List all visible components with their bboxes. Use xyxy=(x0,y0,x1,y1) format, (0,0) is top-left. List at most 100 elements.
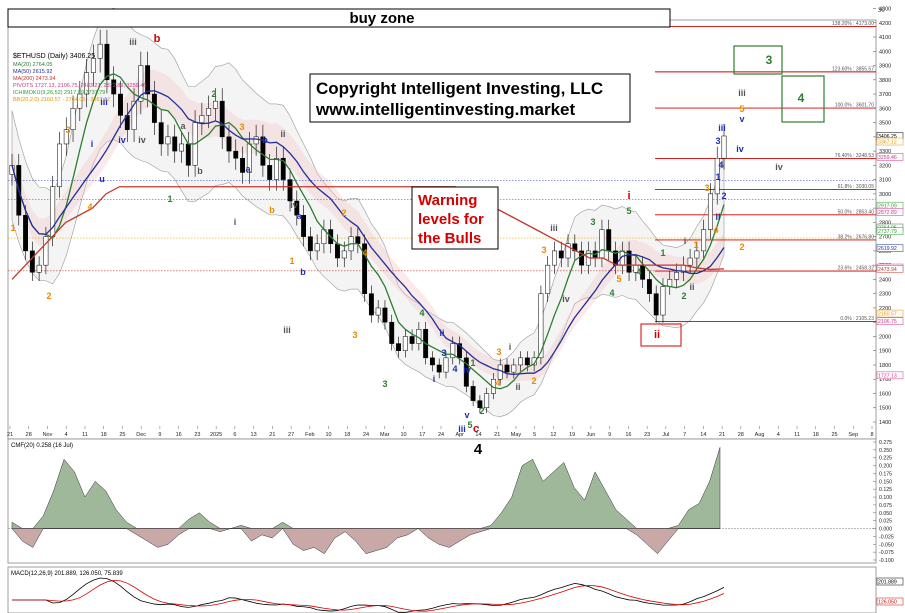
x-tick-label: 9 xyxy=(608,432,611,438)
y-tick-label: 3200 xyxy=(879,163,891,169)
candle-body xyxy=(138,65,144,102)
value-tag-box xyxy=(876,244,904,252)
wave-label: i xyxy=(627,190,630,202)
x-tick-label: 18 xyxy=(344,432,350,438)
major-wave-4-label: 4 xyxy=(474,441,483,458)
wave-label: a xyxy=(296,211,302,221)
candle-body xyxy=(57,143,62,187)
candle-body xyxy=(470,386,476,401)
x-tick-label: Jul xyxy=(662,432,669,438)
x-tick-label: 14 xyxy=(475,432,481,438)
wave-label: 5 xyxy=(626,206,631,216)
candle-body xyxy=(531,357,537,366)
candle-body xyxy=(558,250,564,259)
value-tag-box xyxy=(876,309,904,318)
candle-body xyxy=(538,293,544,359)
y-tick-label: 4200 xyxy=(879,21,891,27)
ma20-line xyxy=(11,73,725,390)
wave-label: 3 xyxy=(65,125,70,135)
macd-signal-line xyxy=(12,579,725,612)
candle-body xyxy=(97,43,103,59)
x-tick-label: 21 xyxy=(719,432,725,438)
cmf-tick-label: -0.100 xyxy=(879,558,894,564)
candle-body xyxy=(524,357,530,366)
candle-body xyxy=(396,343,401,351)
candle-body xyxy=(165,136,171,145)
wave-label: i xyxy=(509,342,512,352)
x-tick-label: 28 xyxy=(738,432,744,438)
candle-body xyxy=(287,179,293,202)
y-tick-label: 2400 xyxy=(879,277,891,283)
y-tick-label: 1400 xyxy=(879,420,891,426)
cmf-tick-label: 0.000 xyxy=(879,527,892,533)
candle-body xyxy=(172,136,178,152)
x-tick-label: 11 xyxy=(794,432,800,438)
wave-label: 5 xyxy=(616,274,621,284)
y-tick-label: 3900 xyxy=(879,64,891,70)
cmf-tick-label: 0.025 xyxy=(879,519,892,525)
wave-label: i xyxy=(91,139,94,149)
x-tick-label: 4 xyxy=(65,432,68,438)
candle-body xyxy=(151,93,157,123)
wave-label: 4 xyxy=(718,160,723,170)
y-tick-label: 2800 xyxy=(879,220,891,226)
value-tag-label: 2619.92 xyxy=(878,246,897,252)
wave-label: iii xyxy=(550,223,558,233)
legend-bb: BB(20,2.0) 2160.57 - 2764.05 - 3367.12 xyxy=(13,97,110,103)
candle-body xyxy=(368,293,374,316)
candle-body xyxy=(436,364,442,373)
wave-label: 2 xyxy=(681,291,686,301)
candle-body xyxy=(606,229,612,252)
candle-body xyxy=(158,122,164,145)
wave-label: 4 xyxy=(636,267,641,277)
wave-label: ii xyxy=(654,329,660,341)
target-box-4-label: 4 xyxy=(798,91,805,105)
y-tick-label: 3100 xyxy=(879,178,891,184)
y-tick-label: 1800 xyxy=(879,363,891,369)
wave-label: 1 xyxy=(470,358,475,368)
buy-zone-label: buy zone xyxy=(349,10,414,27)
warning-line-3: the Bulls xyxy=(418,230,481,247)
candle-body xyxy=(477,400,483,408)
candle-body xyxy=(355,236,361,245)
warning-box xyxy=(411,186,499,250)
candlestick-series xyxy=(9,29,727,414)
x-tick-label: 25 xyxy=(831,432,837,438)
wave-label: ii xyxy=(280,129,285,139)
copyright-box xyxy=(309,73,631,123)
candle-body xyxy=(653,293,659,316)
candle-body xyxy=(504,364,510,373)
wave-label: 4 xyxy=(362,248,367,258)
y-tick-label: 4100 xyxy=(879,35,891,41)
wave-label: 2 xyxy=(211,89,216,99)
wave-label: iii xyxy=(100,97,108,107)
candle-body xyxy=(260,136,266,166)
candle-body xyxy=(572,243,578,252)
target-box-3 xyxy=(733,45,783,75)
value-tag-box xyxy=(876,137,904,146)
x-tick-label: 24 xyxy=(363,432,369,438)
legend-ma50: MA(50) 2615.92 xyxy=(13,69,52,75)
cmf-indicator: 0.275 0.250 0.225 0.2000.175 0.150 0.125 0.100… xyxy=(8,440,894,564)
right-value-tags: 3406.253367.123259.462917.092872.892764.… xyxy=(876,132,904,379)
wave-label: i xyxy=(433,374,436,384)
candle-body xyxy=(294,200,300,216)
x-tick-label: 10 xyxy=(326,432,332,438)
x-tick-label: Aug xyxy=(755,432,765,438)
candle-body xyxy=(362,243,368,294)
fibonacci-levels: 138.20% : 4173.00 123.60% : 3855.57 100.0%… xyxy=(655,21,876,322)
x-tick-label: 11 xyxy=(82,432,88,438)
fib-label: 123.60% : 3855.57 xyxy=(832,66,874,72)
wave-label: iii xyxy=(283,325,291,335)
wave-label: 2 xyxy=(739,242,744,252)
wave-label: 3 xyxy=(590,217,595,227)
wave-label: 3 xyxy=(239,122,244,132)
value-tag-label: 1727.13 xyxy=(878,373,897,379)
macd-panel xyxy=(7,566,877,613)
x-tick-label: Mar xyxy=(380,432,390,438)
wave-label: 4 xyxy=(419,308,424,318)
value-tag-label: 2872.89 xyxy=(878,210,897,216)
wave-label: i xyxy=(234,217,237,227)
x-tick-label: 7 xyxy=(683,432,686,438)
candle-body xyxy=(63,129,69,145)
